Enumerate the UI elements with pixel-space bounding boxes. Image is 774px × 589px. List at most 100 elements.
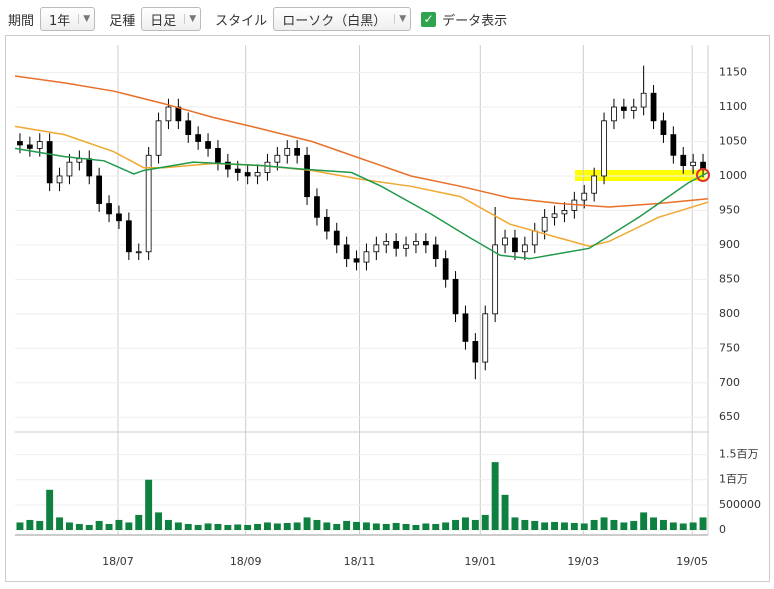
candle-body <box>363 251 370 263</box>
volume-bar <box>46 489 54 530</box>
candle-body <box>284 147 291 156</box>
candle-body <box>96 175 103 204</box>
moving-average-line <box>14 75 709 208</box>
volume-bar <box>372 523 380 530</box>
volume-bar <box>323 522 331 530</box>
y-tick-label: 850 <box>719 272 740 285</box>
bar-label: 足種 <box>109 13 136 29</box>
candle-body <box>640 92 647 108</box>
volume-bar <box>194 524 202 530</box>
volume-bar <box>85 524 93 530</box>
style-dropdown[interactable]: ローソク（白黒） ▼ <box>273 7 412 31</box>
volume-bar <box>610 519 618 530</box>
volume-bar <box>184 523 192 530</box>
volume-bar <box>263 522 271 530</box>
volume-bar <box>135 514 143 530</box>
volume-bar <box>531 520 539 530</box>
candle-body <box>125 220 132 253</box>
candle-body <box>343 244 350 260</box>
y-tick-label: 900 <box>719 238 740 251</box>
volume-bar <box>392 522 400 530</box>
y-tick-label: 1150 <box>719 66 747 79</box>
volume-bar <box>481 514 489 530</box>
x-tick-label: 19/03 <box>567 555 599 568</box>
volume-bar <box>293 522 301 530</box>
candle-body <box>690 161 697 167</box>
volume-bar <box>115 519 123 530</box>
volume-bar <box>511 517 519 530</box>
arrow: ▼ <box>184 14 196 24</box>
candle-body <box>116 213 122 222</box>
candle-body <box>581 192 588 201</box>
candle-body <box>611 106 617 122</box>
candle-body <box>26 144 33 149</box>
candle-body <box>670 134 677 156</box>
candle-body <box>195 134 202 142</box>
volume-bar <box>442 522 450 530</box>
candle-body <box>66 161 73 177</box>
candle-body <box>393 241 400 249</box>
volume-bar <box>313 519 321 530</box>
candle-body <box>482 313 489 363</box>
volume-bar <box>353 521 361 530</box>
candle-body <box>155 120 162 156</box>
volume-bar <box>105 523 113 530</box>
period-dropdown[interactable]: 1年 ▼ <box>40 7 96 31</box>
volume-bar <box>174 522 182 530</box>
volume-bar <box>16 522 24 530</box>
volume-bar <box>541 522 549 530</box>
candle-body <box>314 196 320 218</box>
x-tick-label: 18/09 <box>230 555 262 568</box>
chart-frame <box>5 35 770 582</box>
volume-bar <box>669 522 677 530</box>
y-tick-label: 800 <box>719 307 740 320</box>
volume-bar <box>273 523 281 530</box>
volume-bar <box>600 517 608 530</box>
candle-body <box>541 216 548 232</box>
volume-bar <box>521 519 529 530</box>
volume-bar <box>491 462 499 530</box>
candle-body <box>36 141 43 149</box>
candle-body <box>145 154 152 253</box>
candle-body <box>452 278 459 315</box>
volume-bar <box>303 517 311 530</box>
volume-tick-label: 1.5百万 <box>719 448 759 461</box>
toolbar: 期間 1年 ▼ 足種 日足 ▼ スタイル ローソク（白黒） ▼ ✓ データ表示 <box>8 7 507 31</box>
candle-body <box>492 244 499 315</box>
y-tick-label: 1000 <box>719 169 747 182</box>
volume-bar <box>432 523 440 530</box>
volume-bar <box>640 512 648 530</box>
volume-bar <box>36 520 44 530</box>
volume-tick-label: 500000 <box>719 498 761 511</box>
volume-bar <box>26 519 34 530</box>
arrow: ▼ <box>394 14 406 24</box>
y-tick-label: 650 <box>719 410 740 423</box>
volume-bar <box>254 523 262 530</box>
checkbox[interactable]: ✓ <box>421 11 437 27</box>
candle-body <box>601 120 607 177</box>
volume-bar <box>630 520 638 530</box>
candle-body <box>472 340 479 363</box>
volume-bar <box>412 524 420 530</box>
volume-bar <box>75 523 83 530</box>
period-value: 1年 <box>49 13 71 29</box>
bar-dropdown[interactable]: 日足 ▼ <box>141 7 202 31</box>
volume-bar <box>689 522 697 530</box>
candle-body <box>422 241 429 246</box>
candle-body <box>46 141 53 184</box>
candle-body <box>521 244 528 253</box>
volume-bar <box>551 521 559 530</box>
volume-bar <box>580 523 588 530</box>
y-tick-label: 950 <box>719 203 740 216</box>
volume-bar <box>650 517 658 530</box>
volume-bar <box>570 522 578 530</box>
candle-body <box>274 154 281 163</box>
candle-body <box>224 161 231 170</box>
candle-body <box>630 106 637 111</box>
candle-body <box>650 92 657 122</box>
style-label: スタイル <box>215 13 268 29</box>
y-tick-label: 700 <box>719 376 740 389</box>
checkbox-label[interactable]: データ表示 <box>442 13 508 29</box>
y-tick-label: 1050 <box>719 135 747 148</box>
candle-body <box>17 141 23 146</box>
